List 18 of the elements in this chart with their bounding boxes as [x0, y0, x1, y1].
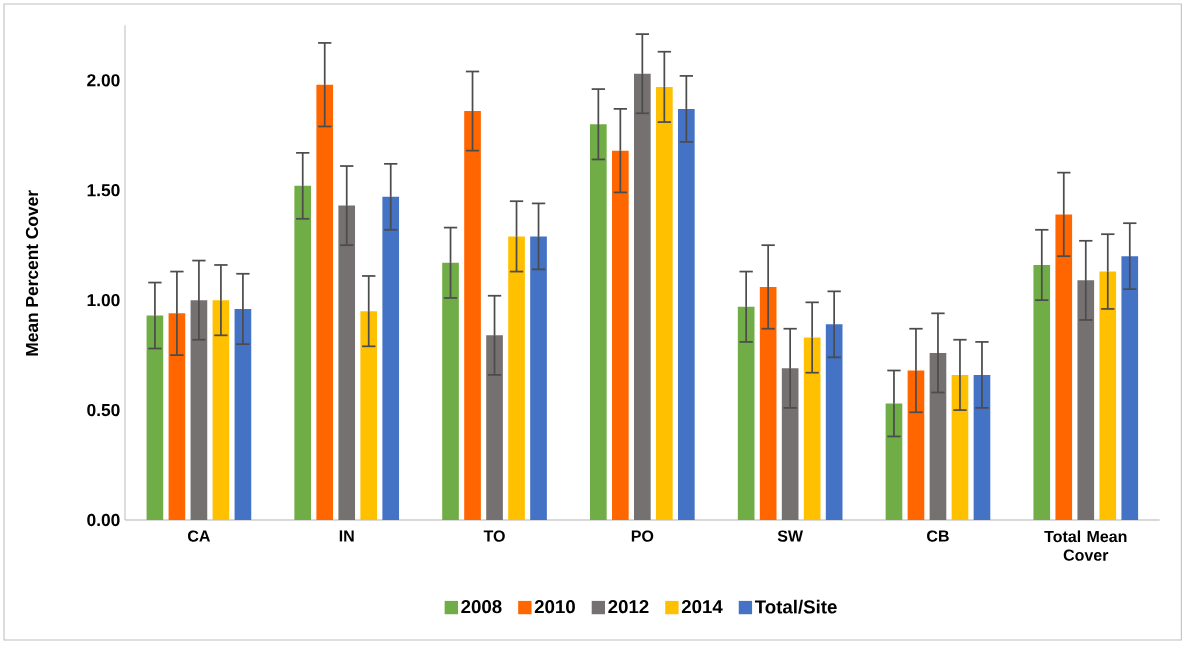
- legend-label: Total/Site: [754, 599, 837, 614]
- legend-label: 2012: [608, 600, 649, 614]
- x-tick-label: TO: [483, 530, 505, 542]
- x-tick-label: IN: [339, 530, 354, 542]
- legend-label: 2010: [534, 600, 575, 614]
- x-tick-label: CA: [188, 530, 211, 542]
- legend-label: 2008: [461, 600, 502, 614]
- x-tick-label: SW: [777, 530, 804, 542]
- y-axis-title: Mean Percent Cover: [25, 190, 39, 356]
- x-tick-label: CB: [927, 530, 949, 542]
- y-tick-label: 2.00: [87, 74, 120, 87]
- y-tick-label: 1.50: [87, 184, 120, 197]
- y-tick-label: 0.00: [87, 513, 120, 527]
- y-tick-label: 0.50: [87, 403, 120, 417]
- legend-label: 2014: [681, 600, 723, 614]
- y-tick-label: 1.00: [87, 294, 120, 307]
- x-tick-label: PO: [631, 530, 654, 542]
- x-tick-label: Total Mean Cover: [1044, 530, 1127, 561]
